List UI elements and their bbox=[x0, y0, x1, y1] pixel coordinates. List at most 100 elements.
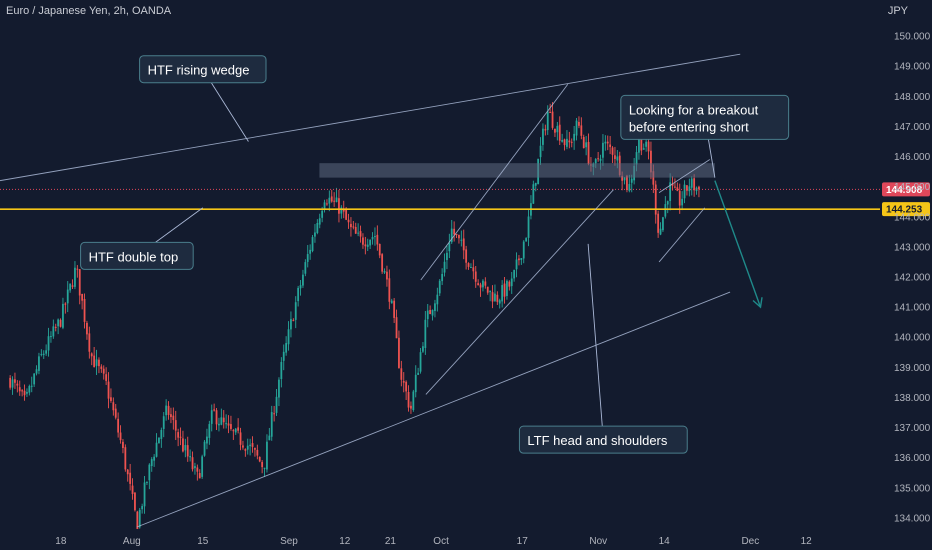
candle-body bbox=[510, 278, 513, 287]
candle-body bbox=[465, 249, 468, 263]
candle-body bbox=[162, 416, 165, 429]
candle-body bbox=[455, 233, 458, 236]
annotation-htf-double-top-text: HTF double top bbox=[89, 249, 179, 264]
candle-body bbox=[177, 432, 180, 438]
candle-body bbox=[292, 320, 295, 322]
candle-body bbox=[645, 141, 648, 147]
candle-body bbox=[515, 259, 518, 270]
candle-body bbox=[237, 427, 240, 431]
candle-body bbox=[134, 492, 136, 511]
htf-wedge-upper bbox=[0, 53, 741, 182]
candle-body bbox=[522, 241, 525, 259]
candle-body bbox=[671, 183, 674, 186]
candle-body bbox=[347, 219, 350, 223]
candle-body bbox=[460, 239, 463, 241]
candle-body bbox=[659, 228, 662, 235]
candle-body bbox=[566, 138, 568, 147]
candle-body bbox=[150, 459, 153, 467]
candle-body bbox=[278, 379, 280, 398]
candle-body bbox=[539, 145, 542, 158]
candle-body bbox=[23, 390, 26, 396]
candle-body bbox=[35, 369, 38, 374]
candle-body bbox=[614, 155, 616, 159]
candle-body bbox=[386, 271, 388, 280]
candle-body bbox=[88, 333, 91, 352]
candle-body bbox=[302, 274, 304, 286]
candle-body bbox=[155, 442, 158, 457]
candle-body bbox=[218, 423, 220, 426]
candle-body bbox=[638, 135, 640, 153]
candle-body bbox=[400, 368, 403, 380]
candle-body bbox=[573, 133, 576, 141]
price-tick-label: 143.000 bbox=[894, 242, 931, 253]
price-tick-label: 139.000 bbox=[894, 363, 931, 374]
candle-body bbox=[491, 292, 494, 302]
supply-zone bbox=[319, 163, 715, 178]
candle-body bbox=[484, 281, 487, 286]
candle-body bbox=[419, 352, 422, 372]
candle-body bbox=[254, 448, 256, 450]
candle-body bbox=[59, 319, 62, 327]
candle-body bbox=[549, 112, 552, 114]
candle-body bbox=[390, 300, 393, 304]
candle-body bbox=[28, 386, 31, 393]
price-tick-label: 136.000 bbox=[894, 453, 931, 464]
candle-body bbox=[318, 218, 321, 225]
candle-body bbox=[45, 350, 48, 354]
price-axis: 134.000 135.000 136.000 137.000 138.000 139.0… bbox=[894, 32, 931, 525]
candle-body bbox=[110, 397, 112, 401]
candle-body bbox=[453, 228, 456, 235]
candle-body bbox=[174, 420, 177, 431]
candle-body bbox=[354, 227, 357, 234]
candle-body bbox=[482, 280, 484, 288]
candle-body bbox=[323, 202, 326, 210]
price-tick-label: 145.000 bbox=[894, 182, 931, 193]
candle-body bbox=[609, 144, 612, 148]
candle-body bbox=[66, 289, 69, 304]
price-tick-label: 134.000 bbox=[894, 513, 931, 524]
candle-body bbox=[422, 346, 424, 352]
candle-body bbox=[246, 445, 249, 450]
candle-body bbox=[263, 467, 266, 469]
candle-body bbox=[496, 294, 499, 302]
time-tick-label: 12 bbox=[339, 536, 351, 547]
candle-body bbox=[470, 267, 472, 269]
candle-body bbox=[542, 128, 544, 145]
candle-body bbox=[688, 186, 691, 192]
candle-body bbox=[314, 232, 316, 237]
candle-body bbox=[604, 141, 607, 144]
candle-body bbox=[534, 182, 537, 186]
candle-body bbox=[114, 408, 117, 418]
candle-body bbox=[153, 456, 156, 461]
candle-body bbox=[587, 141, 590, 165]
candle-body bbox=[21, 390, 24, 392]
candle-body bbox=[642, 148, 645, 150]
candle-body bbox=[558, 124, 561, 141]
candle-body bbox=[650, 150, 652, 173]
price-tick-label: 144.000 bbox=[894, 212, 931, 223]
annotation-ltf-head-and-shoulders-text: LTF head and shoulders bbox=[527, 433, 667, 448]
price-tick-label: 135.000 bbox=[894, 483, 931, 494]
candle-body bbox=[299, 285, 302, 289]
candle-body bbox=[388, 278, 391, 302]
annotation-htf-rising-wedge-text: HTF rising wedge bbox=[148, 63, 250, 78]
candle-body bbox=[690, 178, 693, 188]
candle-body bbox=[33, 373, 36, 385]
candle-body bbox=[503, 283, 506, 297]
candle-body bbox=[669, 182, 672, 201]
candle-body bbox=[273, 413, 276, 415]
candle-body bbox=[290, 319, 292, 330]
candle-body bbox=[119, 432, 122, 441]
candle-body bbox=[294, 302, 297, 320]
candle-body bbox=[546, 111, 549, 131]
candle-body bbox=[578, 121, 580, 126]
candle-body bbox=[611, 147, 614, 155]
candle-body bbox=[261, 462, 264, 468]
candle-body bbox=[126, 469, 129, 475]
candle-body bbox=[414, 374, 417, 393]
candle-body bbox=[434, 303, 436, 311]
candle-body bbox=[326, 203, 328, 205]
candle-body bbox=[225, 423, 228, 425]
candle-body bbox=[376, 234, 379, 245]
